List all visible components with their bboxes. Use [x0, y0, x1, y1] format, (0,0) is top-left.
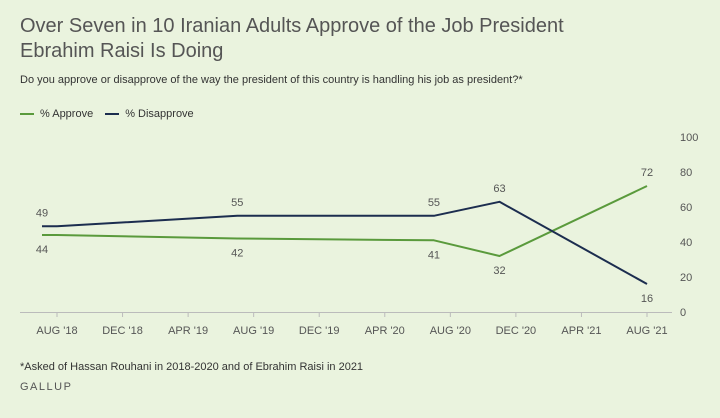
data-label-disapprove: 63: [493, 183, 505, 195]
y-tick-label: 80: [680, 167, 692, 179]
series-line-approve: [56, 185, 648, 257]
x-tick-label: APR '21: [561, 325, 601, 337]
x-tick-label: DEC '18: [102, 325, 143, 337]
data-label-disapprove: 55: [231, 197, 243, 209]
x-tick-label: AUG '18: [36, 325, 77, 337]
data-label-approve: 32: [493, 265, 505, 277]
chart-subtitle: Do you approve or disapprove of the way …: [20, 74, 523, 86]
y-tick-label: 40: [680, 237, 692, 249]
legend-item-approve: % Approve: [20, 108, 93, 120]
x-tick-label: APR '19: [168, 325, 208, 337]
y-tick-label: 20: [680, 272, 692, 284]
data-label-approve: 44: [36, 244, 48, 256]
legend-label-disapprove: % Disapprove: [125, 108, 194, 120]
series-line-disapprove: [56, 200, 648, 285]
legend-item-disapprove: % Disapprove: [105, 108, 194, 120]
x-tick-label: AUG '19: [233, 325, 274, 337]
x-tick-label: AUG '20: [430, 325, 471, 337]
data-label-disapprove: 55: [428, 197, 440, 209]
data-label-approve: 72: [641, 167, 653, 179]
legend-label-approve: % Approve: [40, 108, 94, 120]
y-tick-label: 100: [680, 132, 698, 144]
legend-swatch-approve: [20, 113, 34, 115]
data-label-disapprove: 49: [36, 207, 48, 219]
legend-swatch-disapprove: [105, 113, 120, 115]
data-label-approve: 41: [428, 249, 440, 261]
data-label-disapprove: 16: [641, 293, 653, 305]
x-tick-label: DEC '20: [496, 325, 537, 337]
y-tick-label: 60: [680, 202, 692, 214]
chart-title: Over Seven in 10 Iranian Adults Approve …: [20, 15, 564, 62]
y-tick-label: 0: [680, 307, 686, 319]
footnote: *Asked of Hassan Rouhani in 2018-2020 an…: [20, 361, 364, 373]
x-tick-label: AUG '21: [626, 325, 667, 337]
legend: % Approve % Disapprove: [20, 108, 194, 120]
data-label-approve: 42: [231, 248, 243, 260]
x-tick-label: APR '20: [365, 325, 405, 337]
gallup-logo: GALLUP: [20, 381, 73, 393]
x-tick-label: DEC '19: [299, 325, 340, 337]
